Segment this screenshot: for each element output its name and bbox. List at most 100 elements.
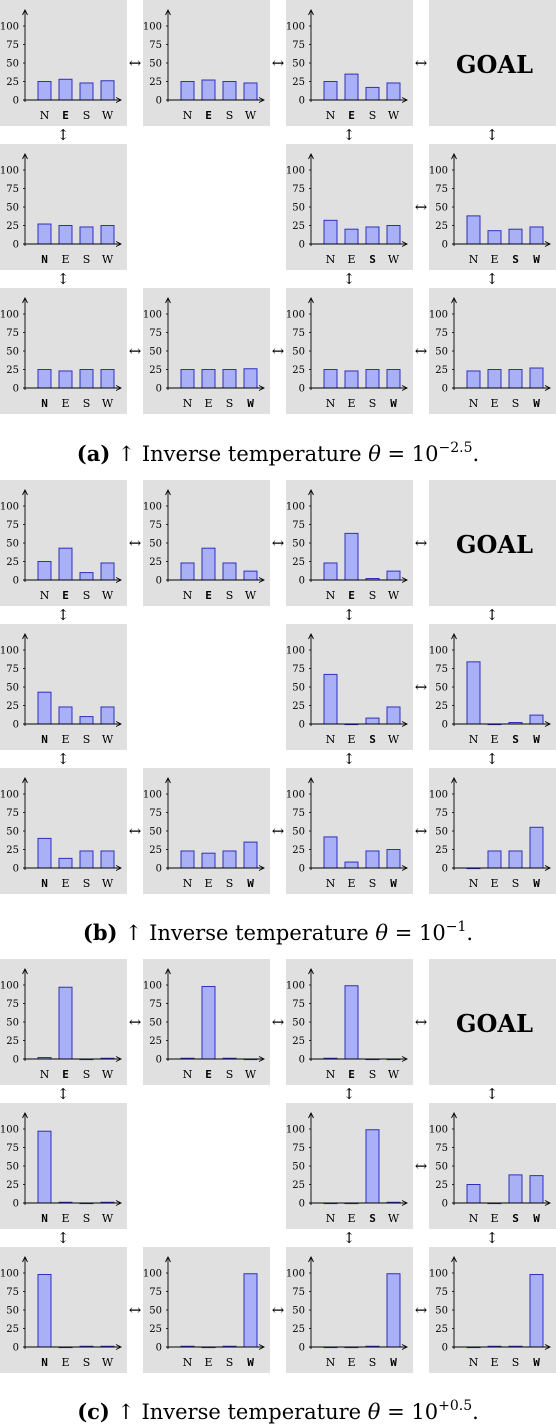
- x-axis-arrow: [401, 577, 409, 583]
- y-axis-arrow: [308, 488, 314, 496]
- bar-e: [58, 547, 73, 581]
- y-axis-arrow: [165, 776, 171, 784]
- y-tick-label: 50: [435, 827, 448, 838]
- bar-n: [466, 1184, 481, 1204]
- bar-n: [37, 837, 52, 869]
- y-tick-label: 25: [292, 77, 305, 88]
- y-tick-label: 100: [286, 981, 305, 992]
- x-tick-label-w: W: [390, 397, 397, 410]
- grid-cell: 0 25 50 75 100 N E S W: [0, 1247, 127, 1373]
- x-tick-label-s: S: [83, 1068, 91, 1081]
- grid-cell: 0 25 50 75 100 N E S W: [143, 480, 270, 606]
- y-tick-label: 75: [435, 328, 448, 339]
- bar-w: [100, 80, 115, 101]
- y-tick-label: 0: [13, 720, 19, 731]
- y-tick-label: 50: [149, 1306, 162, 1317]
- y-tick-label: 75: [292, 1287, 305, 1298]
- caption-label: (a): [77, 441, 118, 466]
- y-axis-arrow: [308, 8, 314, 16]
- bar-n: [466, 215, 481, 245]
- grid-cell: 0 25 50 75 100 N E S W: [0, 144, 127, 270]
- x-tick-label-w: W: [533, 1212, 540, 1225]
- caption-exponent: −2.5: [439, 440, 473, 456]
- caption-exponent: −1: [446, 919, 467, 935]
- y-axis-arrow: [22, 776, 28, 784]
- grid-cell: 0 25 50 75 100 N E S W: [286, 768, 413, 894]
- bar-s: [508, 1174, 523, 1204]
- x-tick-label-n: N: [326, 397, 336, 410]
- y-tick-label: 100: [286, 1269, 305, 1280]
- y-tick-label: 25: [149, 1036, 162, 1047]
- x-tick-label-s: S: [512, 1212, 519, 1225]
- y-tick-label: 75: [6, 40, 19, 51]
- cell-background: [0, 1103, 127, 1229]
- x-tick-label-e: E: [347, 253, 355, 266]
- x-tick-label-w: W: [102, 733, 114, 746]
- y-tick-label: 50: [6, 1018, 19, 1029]
- y-tick-label: 25: [149, 77, 162, 88]
- x-tick-label-s: S: [369, 253, 376, 266]
- bar-n: [37, 691, 52, 725]
- x-tick-label-w: W: [388, 1212, 400, 1225]
- y-tick-label: 0: [442, 864, 448, 875]
- x-tick-label-e: E: [490, 253, 498, 266]
- x-tick-label-s: S: [369, 397, 377, 410]
- x-axis-arrow: [115, 1056, 123, 1062]
- x-tick-label-e: E: [347, 877, 355, 890]
- y-tick-label: 100: [0, 310, 19, 321]
- bar-n: [180, 850, 195, 869]
- x-axis-arrow: [544, 1200, 552, 1206]
- y-tick-label: 25: [292, 1180, 305, 1191]
- x-axis-arrow: [258, 385, 266, 391]
- y-tick-label: 50: [6, 59, 19, 70]
- goal-cell: GOAL: [429, 480, 556, 606]
- bar-s: [79, 850, 94, 869]
- y-tick-label: 50: [6, 1162, 19, 1173]
- connector-horizontal: ↔: [129, 54, 142, 72]
- x-axis-arrow: [544, 865, 552, 871]
- y-tick-label: 0: [299, 576, 305, 587]
- y-tick-label: 0: [299, 1343, 305, 1354]
- x-tick-label-e: E: [490, 1212, 498, 1225]
- x-tick-label-w: W: [388, 733, 400, 746]
- bar-s: [222, 850, 237, 869]
- connector-vertical: ↕: [343, 270, 356, 288]
- goal-cell: GOAL: [429, 0, 556, 126]
- y-tick-label: 0: [299, 864, 305, 875]
- caption-equals: = 10: [381, 442, 439, 466]
- x-tick-label-n: N: [41, 877, 48, 890]
- y-tick-label: 75: [292, 664, 305, 675]
- y-tick-label: 25: [292, 1324, 305, 1335]
- connector-horizontal: ↔: [415, 678, 428, 696]
- y-tick-label: 75: [6, 999, 19, 1010]
- x-tick-label-n: N: [326, 1212, 336, 1225]
- x-tick-label-w: W: [102, 253, 114, 266]
- connector-vertical: ↕: [57, 750, 70, 768]
- x-tick-label-w: W: [245, 589, 257, 602]
- x-tick-label-n: N: [469, 397, 479, 410]
- connector-vertical: ↕: [343, 126, 356, 144]
- bar-w: [529, 226, 544, 245]
- cell-background: [0, 624, 127, 750]
- bar-n: [466, 661, 481, 725]
- y-tick-label: 50: [149, 539, 162, 550]
- y-tick-label: 50: [149, 827, 162, 838]
- bar-s: [365, 1129, 380, 1204]
- connector-vertical: ↕: [486, 1229, 499, 1247]
- bar-n: [37, 81, 52, 101]
- y-tick-label: 100: [0, 646, 19, 657]
- x-axis-arrow: [115, 1344, 123, 1350]
- cell-background: [429, 480, 556, 606]
- x-tick-label-e: E: [62, 109, 69, 122]
- x-tick-label-n: N: [326, 733, 336, 746]
- y-axis-arrow: [22, 632, 28, 640]
- grid-cell: 0 25 50 75 100 N E S W: [286, 480, 413, 606]
- y-tick-label: 0: [13, 864, 19, 875]
- y-tick-label: 100: [286, 166, 305, 177]
- x-tick-label-s: S: [83, 109, 91, 122]
- bar-e: [58, 857, 73, 869]
- y-tick-label: 75: [292, 999, 305, 1010]
- x-tick-label-n: N: [469, 253, 479, 266]
- connector-vertical: ↕: [57, 1229, 70, 1247]
